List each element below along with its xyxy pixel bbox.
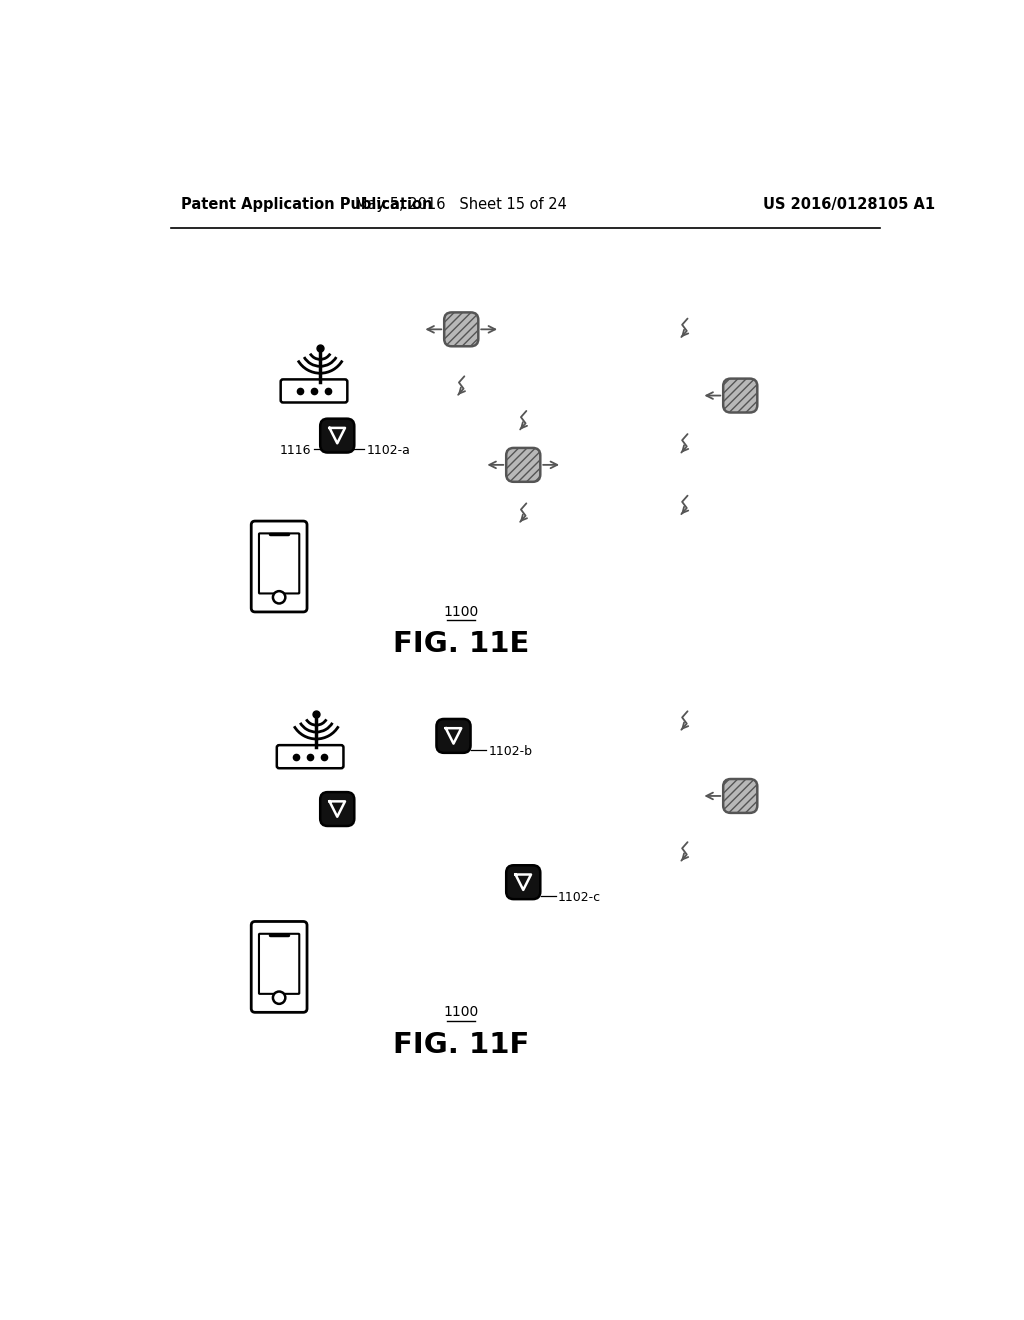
Text: Patent Application Publication: Patent Application Publication	[180, 197, 432, 213]
Text: 1102-a: 1102-a	[367, 445, 411, 458]
Circle shape	[273, 591, 286, 603]
FancyBboxPatch shape	[259, 933, 299, 994]
FancyBboxPatch shape	[259, 533, 299, 594]
Text: 1100: 1100	[443, 605, 479, 619]
Text: 1100: 1100	[443, 1006, 479, 1019]
FancyBboxPatch shape	[251, 921, 307, 1012]
FancyBboxPatch shape	[321, 792, 354, 826]
FancyBboxPatch shape	[444, 313, 478, 346]
FancyBboxPatch shape	[436, 719, 471, 752]
Circle shape	[273, 991, 286, 1005]
FancyBboxPatch shape	[723, 779, 758, 813]
FancyBboxPatch shape	[506, 866, 541, 899]
Text: 1116: 1116	[280, 445, 311, 458]
Text: FIG. 11E: FIG. 11E	[393, 630, 529, 657]
Text: US 2016/0128105 A1: US 2016/0128105 A1	[763, 197, 935, 213]
Text: 1102-b: 1102-b	[488, 744, 532, 758]
Text: May 5, 2016   Sheet 15 of 24: May 5, 2016 Sheet 15 of 24	[355, 197, 567, 213]
Text: 1102-c: 1102-c	[558, 891, 601, 904]
Text: FIG. 11F: FIG. 11F	[393, 1031, 529, 1060]
FancyBboxPatch shape	[723, 379, 758, 412]
FancyBboxPatch shape	[321, 418, 354, 453]
FancyBboxPatch shape	[506, 447, 541, 482]
FancyBboxPatch shape	[276, 744, 343, 768]
FancyBboxPatch shape	[281, 379, 347, 403]
FancyBboxPatch shape	[251, 521, 307, 612]
